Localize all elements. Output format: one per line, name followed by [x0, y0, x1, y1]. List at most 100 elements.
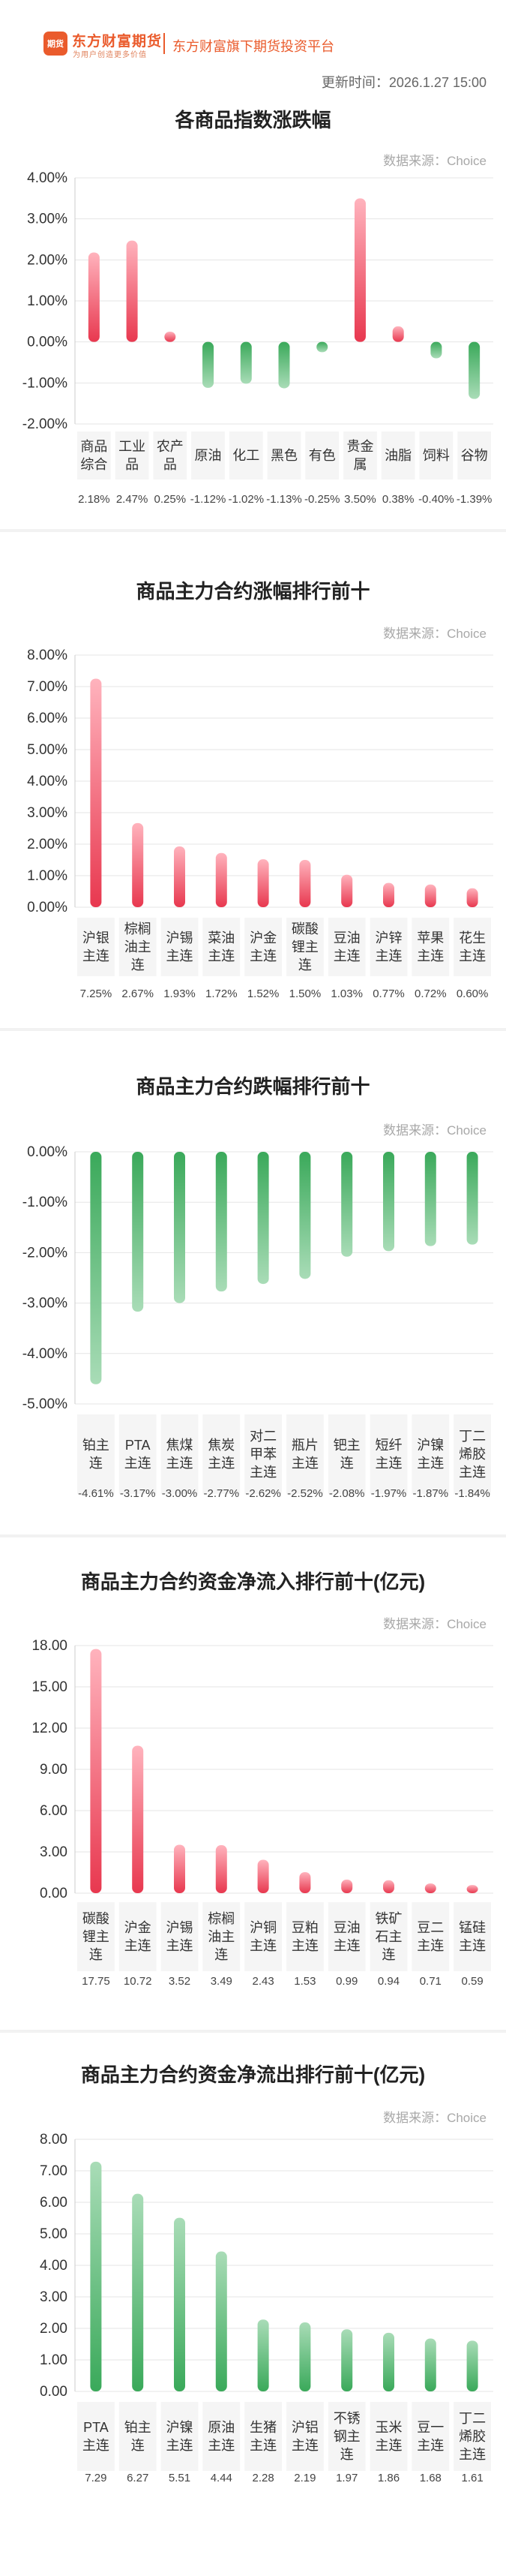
category-label: 豆二主连	[417, 1920, 444, 1953]
category-label: PTA 主连	[124, 1438, 151, 1471]
y-tick-label: 0.00	[40, 2384, 67, 2400]
bar	[383, 2332, 394, 2391]
value-label: 0.99	[336, 1975, 358, 1988]
y-tick-label: 4.00%	[27, 170, 67, 186]
chart-title: 商品主力合约跌幅排行前十	[136, 1075, 370, 1098]
category-label-box	[370, 2402, 408, 2471]
value-label: 4.44	[211, 2472, 232, 2484]
category-label: 丁二烯胶主连	[459, 2411, 486, 2462]
value-label: -1.12%	[190, 493, 226, 506]
value-label: 0.77%	[373, 987, 405, 1000]
y-tick-label: -2.00%	[22, 1245, 67, 1261]
category-label-box	[370, 1902, 408, 1971]
category-label-box	[328, 1902, 366, 1971]
category-label: 农产品	[157, 439, 184, 472]
category-label: 花生主连	[459, 930, 486, 963]
value-label: 1.50%	[289, 987, 322, 1000]
category-label: 铁矿石主连	[376, 1911, 403, 1962]
value-label: -1.39%	[457, 493, 493, 506]
data-source: 数据来源：Choice	[383, 627, 487, 641]
value-label: -1.02%	[229, 493, 265, 506]
bar	[240, 341, 252, 384]
category-label-box	[160, 918, 199, 976]
bar	[466, 1885, 478, 1893]
category-label-box	[381, 431, 415, 479]
category-label-box	[419, 431, 454, 479]
y-tick-label: 7.00%	[27, 679, 67, 695]
category-label: 碳酸锂主连	[292, 921, 319, 972]
value-label: 5.51	[169, 2472, 190, 2484]
category-label-box	[328, 2402, 366, 2471]
bar	[299, 1152, 311, 1279]
section-divider	[0, 2030, 506, 2033]
bar	[132, 2193, 144, 2391]
category-label-box	[160, 1902, 199, 1971]
category-label-box	[244, 1902, 282, 1971]
category-label: 豆油主连	[334, 930, 361, 963]
value-label: 2.43	[252, 1975, 274, 1988]
y-tick-label: -5.00%	[22, 1396, 67, 1412]
y-tick-label: -1.00%	[22, 1195, 67, 1210]
bar	[424, 2338, 436, 2391]
data-source: 数据来源：Choice	[383, 1123, 487, 1138]
value-label: 1.53	[294, 1975, 316, 1988]
bar	[215, 2251, 227, 2391]
y-tick-label: 8.00	[40, 2132, 67, 2148]
value-label: 1.72%	[205, 987, 238, 1000]
header-divider	[163, 33, 165, 54]
y-tick-label: -4.00%	[22, 1346, 67, 1362]
category-label: 沪银主连	[82, 930, 109, 963]
category-label: 工业品	[118, 439, 145, 472]
bar	[424, 884, 436, 907]
category-label: 原油主连	[208, 2420, 235, 2453]
value-label: 1.97	[336, 2472, 358, 2484]
bar	[383, 882, 394, 907]
category-label: 棕榈油主连	[208, 1911, 235, 1962]
value-label: -1.84%	[454, 1487, 490, 1500]
y-tick-label: -2.00%	[22, 416, 67, 432]
y-tick-label: 4.00%	[27, 774, 67, 789]
y-tick-label: 18.00	[31, 1638, 67, 1654]
value-label: -2.52%	[287, 1487, 323, 1500]
category-label: 沪铝主连	[292, 2420, 319, 2453]
category-label-box	[412, 1902, 450, 1971]
chart-top-losers: 0.00% -1.00% -2.00% -3.00% -4.00% -5.00% 铂主连 -4…	[22, 1144, 493, 1500]
brand-logo-icon: 期货	[43, 32, 67, 56]
brand-slogan: 为用户创造更多价值	[73, 51, 147, 59]
y-tick-label: 3.00%	[27, 212, 67, 227]
value-label: 3.52	[169, 1975, 190, 1988]
category-label: 豆一主连	[417, 2420, 444, 2453]
category-label: 沪镍主连	[166, 2420, 193, 2453]
y-tick-label: 0.00%	[27, 335, 67, 350]
bar	[215, 1152, 227, 1292]
value-label: 7.25%	[80, 987, 112, 1000]
category-label-box	[244, 918, 282, 976]
value-label: 2.28	[252, 2472, 274, 2484]
value-label: 2.19	[294, 2472, 316, 2484]
y-tick-label: 2.00	[40, 2321, 67, 2337]
section-divider	[0, 1534, 506, 1537]
chart-index-change: 4.00% 3.00% 2.00% 1.00% 0.00% -1.00% -2.00% 商品综…	[22, 170, 493, 506]
category-label-box	[370, 918, 408, 976]
category-label-box	[191, 431, 225, 479]
category-label: 沪铜主连	[250, 1920, 277, 1953]
category-label-box	[286, 918, 324, 976]
data-source: 数据来源：Choice	[383, 1617, 487, 1631]
value-label: -4.61%	[78, 1487, 114, 1500]
category-label: 有色	[309, 448, 336, 463]
y-tick-label: 1.00	[40, 2352, 67, 2368]
bar	[257, 1859, 269, 1893]
bar	[257, 859, 269, 907]
value-label: 7.29	[85, 2472, 106, 2484]
y-tick-label: 6.00	[40, 2195, 67, 2211]
category-label: 棕榈油主连	[124, 921, 151, 972]
value-label: -1.87%	[413, 1487, 449, 1500]
value-label: 10.72	[124, 1975, 152, 1988]
category-label-box	[77, 1414, 115, 1494]
category-label-box	[286, 1902, 324, 1971]
page-header: 期货 东方财富期货 为用户创造更多价值 东方财富旗下期货投资平台 更新时间：20…	[0, 0, 506, 90]
category-label-box	[412, 918, 450, 976]
category-label: 贵金属	[346, 439, 373, 472]
category-label: 谷物	[461, 448, 488, 463]
bar	[424, 1883, 436, 1893]
